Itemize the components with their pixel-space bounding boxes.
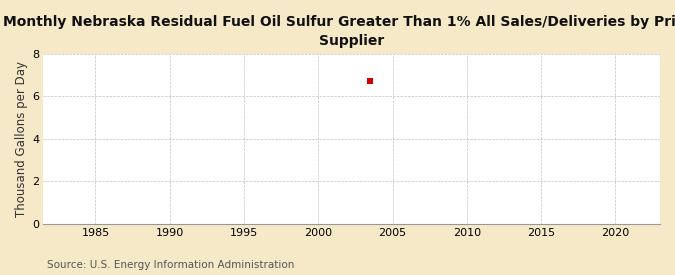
Y-axis label: Thousand Gallons per Day: Thousand Gallons per Day bbox=[15, 61, 28, 217]
Title: Monthly Nebraska Residual Fuel Oil Sulfur Greater Than 1% All Sales/Deliveries b: Monthly Nebraska Residual Fuel Oil Sulfu… bbox=[3, 15, 675, 48]
Text: Source: U.S. Energy Information Administration: Source: U.S. Energy Information Administ… bbox=[47, 260, 294, 270]
Point bbox=[365, 79, 376, 84]
